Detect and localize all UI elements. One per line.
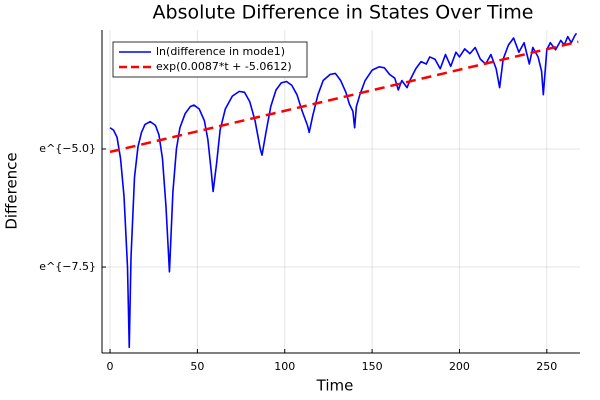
x-tick-label: 100 <box>274 360 295 373</box>
x-axis-label: Time <box>316 377 354 395</box>
legend-label: exp(0.0087*t + -5.0612) <box>156 60 292 73</box>
series-line <box>109 32 578 349</box>
legend-label: ln(difference in mode1) <box>156 45 285 58</box>
y-tick-label: e^{−5.0} <box>39 142 96 155</box>
series-line <box>109 40 579 154</box>
legend: ln(difference in mode1) exp(0.0087*t + -5… <box>112 41 308 78</box>
y-tick-label: e^{−7.5} <box>39 260 96 273</box>
chart-title: Absolute Difference in States Over Time <box>153 2 534 24</box>
x-tick-label: 250 <box>536 360 557 373</box>
x-tick-label: 150 <box>362 360 383 373</box>
y-axis-label: Difference <box>3 152 21 229</box>
legend-box <box>112 41 308 78</box>
x-tick-label: 50 <box>190 360 204 373</box>
x-tick-label: 200 <box>449 360 470 373</box>
x-tick-label: 0 <box>107 360 114 373</box>
